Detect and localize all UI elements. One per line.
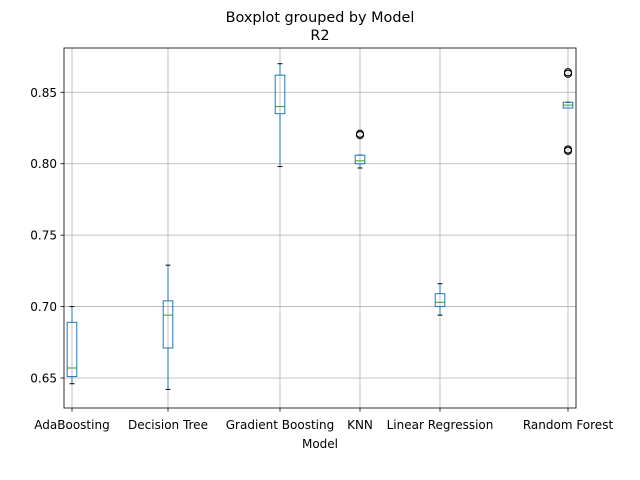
x-tick-label: AdaBoosting xyxy=(34,418,109,432)
boxes xyxy=(66,63,574,390)
outlier-point xyxy=(563,68,573,77)
box-adaboosting xyxy=(66,306,78,385)
y-tick-label: 0.85 xyxy=(30,86,57,100)
box-body xyxy=(274,74,286,115)
y-tick-label: 0.75 xyxy=(30,229,57,243)
x-tick-label: KNN xyxy=(347,418,373,432)
y-tick-label: 0.70 xyxy=(30,300,57,314)
x-tick-label: Decision Tree xyxy=(128,418,208,432)
chart-suptitle: Boxplot grouped by Model xyxy=(226,10,415,26)
box-gradient-boosting xyxy=(274,63,286,168)
x-tick-label: Random Forest xyxy=(523,418,614,432)
y-tick-label: 0.80 xyxy=(30,157,57,171)
x-tick-label: Gradient Boosting xyxy=(226,418,334,432)
box-body xyxy=(162,300,174,349)
x-tick-label: Linear Regression xyxy=(387,418,494,432)
y-tick-label: 0.65 xyxy=(30,372,57,386)
box-linear-regression xyxy=(434,283,446,316)
box-knn xyxy=(354,129,366,169)
outlier-point xyxy=(563,145,573,154)
outlier-point xyxy=(355,129,365,138)
box-random-forest xyxy=(562,68,574,155)
box-body xyxy=(66,321,78,378)
ticks: 0.65 0.70 0.75 0.80 0.85 AdaBoosting Decision … xyxy=(30,86,613,432)
box-body xyxy=(434,293,446,308)
box-body xyxy=(354,154,366,165)
plot-frame xyxy=(63,47,577,409)
box-decision-tree xyxy=(162,264,174,390)
chart-title: R2 xyxy=(310,28,329,44)
x-axis-label: Model xyxy=(302,437,338,451)
grid xyxy=(64,48,576,408)
